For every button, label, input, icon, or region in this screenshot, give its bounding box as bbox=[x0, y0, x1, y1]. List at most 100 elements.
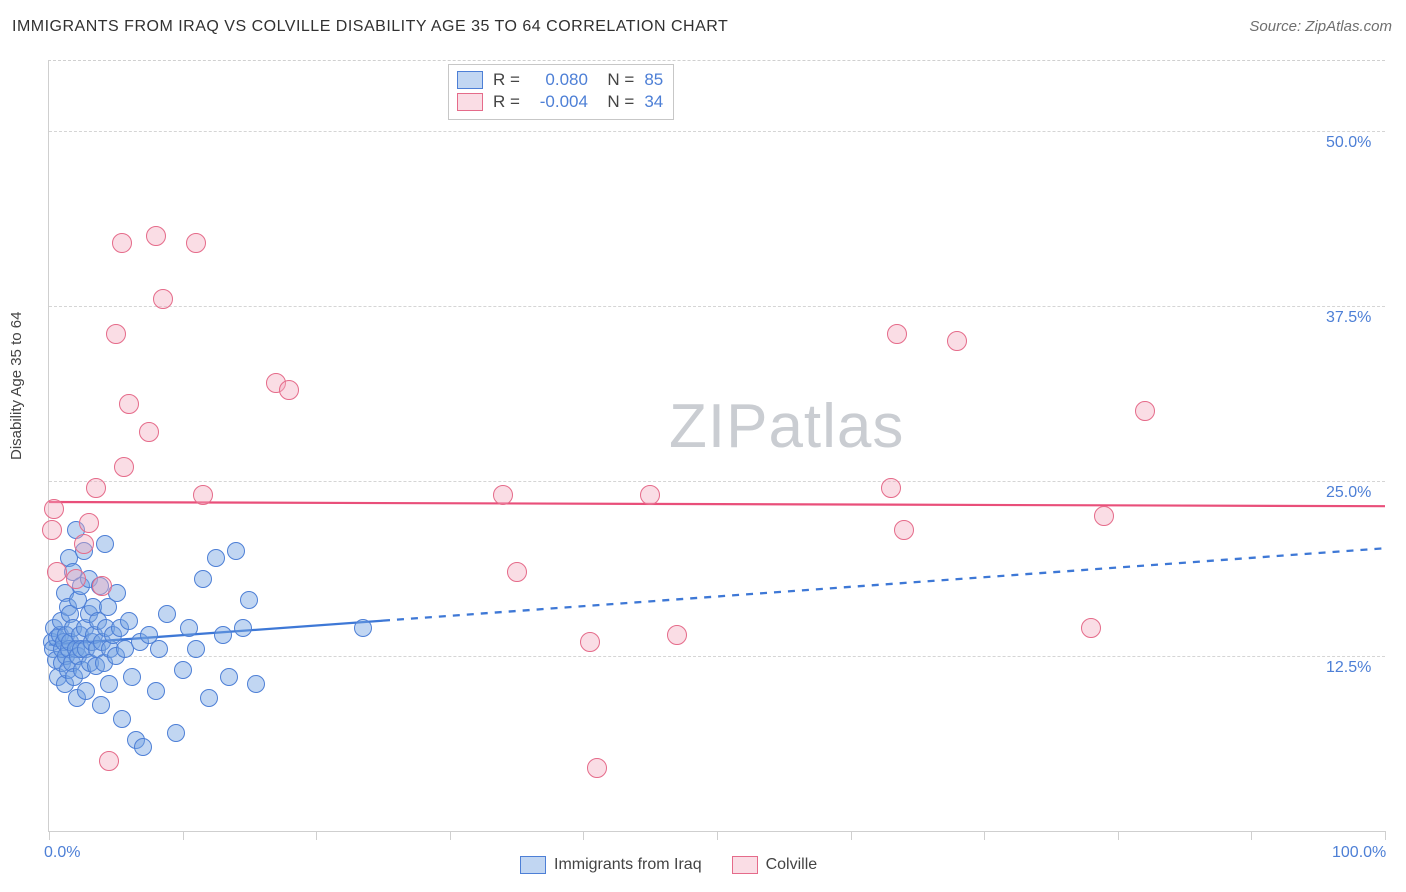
data-point bbox=[180, 619, 198, 637]
data-point bbox=[200, 689, 218, 707]
data-point bbox=[120, 612, 138, 630]
data-point bbox=[279, 380, 299, 400]
gridline bbox=[49, 306, 1385, 307]
data-point bbox=[247, 675, 265, 693]
legend-n-label: N = bbox=[598, 91, 634, 113]
x-tick bbox=[1251, 831, 1252, 840]
x-tick bbox=[49, 831, 50, 840]
data-point bbox=[1081, 618, 1101, 638]
data-point bbox=[74, 534, 94, 554]
data-point bbox=[139, 422, 159, 442]
data-point bbox=[123, 668, 141, 686]
data-point bbox=[147, 682, 165, 700]
data-point bbox=[79, 513, 99, 533]
x-tick bbox=[1385, 831, 1386, 840]
legend-item: Colville bbox=[732, 856, 818, 874]
x-tick bbox=[851, 831, 852, 840]
legend-series-name: Colville bbox=[766, 856, 818, 874]
data-point bbox=[150, 640, 168, 658]
x-tick bbox=[583, 831, 584, 840]
data-point bbox=[106, 324, 126, 344]
gridline bbox=[49, 656, 1385, 657]
data-point bbox=[587, 758, 607, 778]
watermark-text: ZIPatlas bbox=[669, 391, 904, 462]
y-axis-title: Disability Age 35 to 64 bbox=[8, 312, 25, 460]
data-point bbox=[119, 394, 139, 414]
data-point bbox=[1135, 401, 1155, 421]
plot-area: ZIPatlas bbox=[48, 60, 1385, 832]
y-tick-label: 37.5% bbox=[1326, 309, 1371, 327]
data-point bbox=[887, 324, 907, 344]
data-point bbox=[947, 331, 967, 351]
data-point bbox=[100, 675, 118, 693]
data-point bbox=[1094, 506, 1114, 526]
x-tick-label: 100.0% bbox=[1332, 844, 1386, 862]
x-tick bbox=[450, 831, 451, 840]
x-tick bbox=[183, 831, 184, 840]
data-point bbox=[881, 478, 901, 498]
legend-r-value: -0.004 bbox=[530, 91, 588, 113]
data-point bbox=[667, 625, 687, 645]
data-point bbox=[507, 562, 527, 582]
data-point bbox=[354, 619, 372, 637]
data-point bbox=[42, 520, 62, 540]
data-point bbox=[174, 661, 192, 679]
data-point bbox=[640, 485, 660, 505]
data-point bbox=[493, 485, 513, 505]
legend-n-value: 85 bbox=[644, 69, 663, 91]
stats-legend-row: R = -0.004 N = 34 bbox=[457, 91, 663, 113]
y-tick-label: 25.0% bbox=[1326, 484, 1371, 502]
data-point bbox=[96, 535, 114, 553]
x-tick bbox=[717, 831, 718, 840]
legend-swatch bbox=[520, 856, 546, 874]
stats-legend-row: R =0.080 N =85 bbox=[457, 69, 663, 91]
data-point bbox=[44, 499, 64, 519]
legend-item: Immigrants from Iraq bbox=[520, 856, 702, 874]
data-point bbox=[158, 605, 176, 623]
data-point bbox=[580, 632, 600, 652]
legend-r-label: R = bbox=[493, 91, 520, 113]
data-point bbox=[240, 591, 258, 609]
data-point bbox=[220, 668, 238, 686]
data-point bbox=[66, 569, 86, 589]
y-tick-label: 50.0% bbox=[1326, 134, 1371, 152]
legend-n-value: 34 bbox=[644, 91, 663, 113]
data-point bbox=[234, 619, 252, 637]
data-point bbox=[193, 485, 213, 505]
legend-r-value: 0.080 bbox=[530, 69, 588, 91]
legend-swatch bbox=[457, 93, 483, 111]
x-tick bbox=[316, 831, 317, 840]
data-point bbox=[146, 226, 166, 246]
chart-title: IMMIGRANTS FROM IRAQ VS COLVILLE DISABIL… bbox=[12, 18, 728, 36]
x-tick-label: 0.0% bbox=[44, 844, 80, 862]
data-point bbox=[167, 724, 185, 742]
data-point bbox=[77, 682, 95, 700]
trend-lines-svg bbox=[49, 61, 1385, 831]
legend-swatch bbox=[457, 71, 483, 89]
x-tick bbox=[1118, 831, 1119, 840]
y-tick-label: 12.5% bbox=[1326, 659, 1371, 677]
legend-r-label: R = bbox=[493, 69, 520, 91]
data-point bbox=[113, 710, 131, 728]
data-point bbox=[47, 562, 67, 582]
gridline bbox=[49, 131, 1385, 132]
chart-root: IMMIGRANTS FROM IRAQ VS COLVILLE DISABIL… bbox=[0, 0, 1406, 892]
x-tick bbox=[984, 831, 985, 840]
data-point bbox=[187, 640, 205, 658]
data-point bbox=[99, 751, 119, 771]
series-legend: Immigrants from Iraq Colville bbox=[520, 856, 817, 874]
source-credit: Source: ZipAtlas.com bbox=[1249, 18, 1392, 35]
data-point bbox=[86, 478, 106, 498]
legend-swatch bbox=[732, 856, 758, 874]
data-point bbox=[134, 738, 152, 756]
data-point bbox=[112, 233, 132, 253]
data-point bbox=[227, 542, 245, 560]
legend-series-name: Immigrants from Iraq bbox=[554, 856, 702, 874]
data-point bbox=[207, 549, 225, 567]
data-point bbox=[214, 626, 232, 644]
data-point bbox=[114, 457, 134, 477]
data-point bbox=[92, 696, 110, 714]
data-point bbox=[894, 520, 914, 540]
stats-legend: R = 0.080 N = 85R = -0.004 N = 34 bbox=[448, 64, 674, 120]
data-point bbox=[153, 289, 173, 309]
